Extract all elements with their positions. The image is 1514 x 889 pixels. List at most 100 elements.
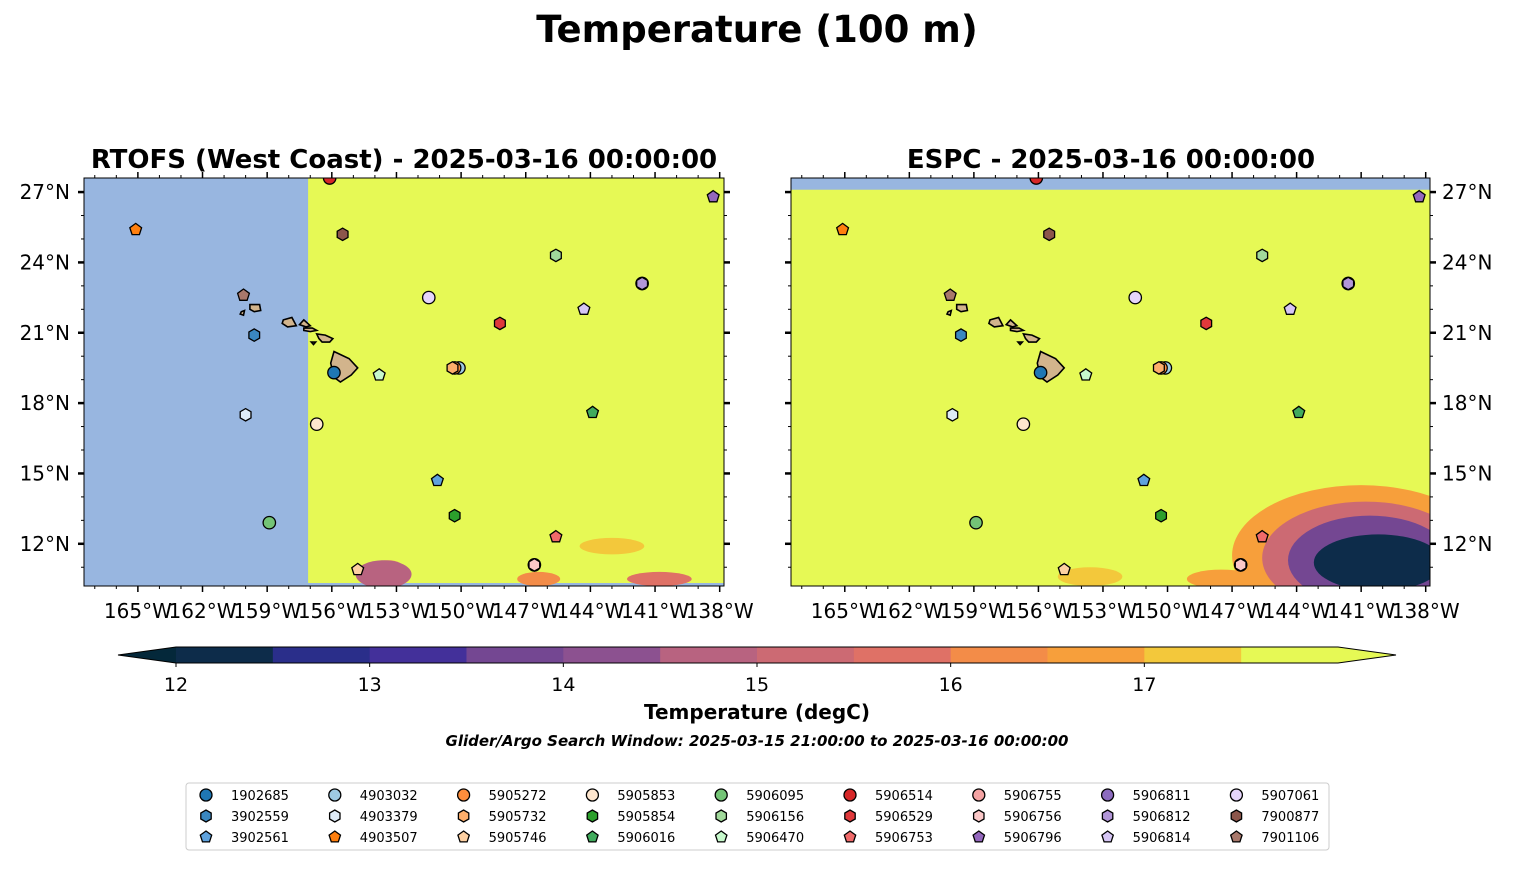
legend-label: 3902559 bbox=[231, 810, 289, 825]
cold-anomaly bbox=[627, 571, 692, 586]
x-tick-label: 150°W bbox=[427, 599, 495, 623]
island bbox=[1016, 341, 1025, 346]
float-marker bbox=[1155, 508, 1168, 523]
legend-marker bbox=[972, 788, 986, 802]
legend-label: 5905854 bbox=[617, 810, 675, 825]
y-tick-label: 12°N bbox=[20, 532, 70, 556]
legend-item: 5906812 bbox=[1101, 809, 1191, 825]
float-marker bbox=[430, 473, 445, 487]
x-tick-label: 138°W bbox=[686, 599, 754, 623]
float-marker bbox=[1412, 189, 1426, 203]
float-marker bbox=[1256, 248, 1269, 263]
temperature-field bbox=[308, 178, 724, 583]
colorbar-tick-label: 16 bbox=[939, 674, 963, 696]
colorbar-segment bbox=[757, 647, 855, 663]
float-marker bbox=[493, 316, 506, 331]
float-marker bbox=[528, 557, 541, 572]
colorbar-tick-label: 15 bbox=[745, 674, 769, 696]
legend-label: 4903032 bbox=[360, 789, 418, 804]
float-marker bbox=[835, 222, 850, 236]
island bbox=[281, 316, 298, 328]
cold-anomaly bbox=[579, 537, 645, 555]
float-marker bbox=[943, 288, 957, 301]
map-frame bbox=[790, 177, 1431, 587]
legend-label: 5907061 bbox=[1261, 789, 1319, 804]
legend-marker bbox=[585, 788, 600, 802]
legend-item: 4903032 bbox=[328, 788, 418, 804]
legend-label: 5906756 bbox=[1004, 810, 1062, 825]
legend-item: 3902559 bbox=[200, 809, 289, 825]
x-tick-label: 141°W bbox=[621, 599, 689, 623]
x-tick-label: 147°W bbox=[1198, 599, 1266, 623]
float-marker bbox=[262, 515, 277, 530]
legend-marker bbox=[714, 788, 728, 802]
legend-item: 5907061 bbox=[1229, 788, 1319, 804]
legend-marker bbox=[844, 809, 856, 823]
float-marker bbox=[1043, 227, 1056, 242]
float-marker bbox=[585, 405, 600, 419]
legend-item: 5905853 bbox=[585, 788, 675, 804]
island bbox=[955, 303, 969, 313]
x-tick-label: 138°W bbox=[1392, 599, 1460, 623]
colorbar-min-extend bbox=[118, 647, 176, 663]
island bbox=[239, 309, 246, 317]
y-tick-label: 24°N bbox=[1442, 250, 1492, 274]
legend-item: 5905272 bbox=[456, 788, 547, 804]
float-marker bbox=[1283, 302, 1297, 315]
legend-marker bbox=[972, 809, 985, 823]
colorbar-tick-label: 17 bbox=[1132, 674, 1156, 696]
search-window-text: Glider/Argo Search Window: 2025-03-15 21… bbox=[446, 732, 1069, 750]
legend-frame bbox=[185, 782, 1330, 851]
x-tick-label: 162°W bbox=[875, 599, 943, 623]
y-tick-label: 21°N bbox=[1442, 321, 1492, 345]
cold-anomaly bbox=[355, 560, 412, 586]
legend-marker bbox=[1230, 809, 1243, 823]
legend-marker bbox=[972, 830, 986, 843]
legend-item: 7900877 bbox=[1230, 809, 1319, 825]
legend-item: 5906753 bbox=[843, 830, 933, 846]
float-marker bbox=[1234, 557, 1247, 572]
legend-label: 5906811 bbox=[1133, 789, 1191, 804]
legend-label: 1902685 bbox=[231, 789, 289, 804]
float-marker bbox=[954, 328, 967, 343]
x-tick-label: 150°W bbox=[1134, 599, 1202, 623]
legend-label: 5906529 bbox=[875, 810, 933, 825]
legend-label: 5905272 bbox=[489, 789, 547, 804]
legend-marker bbox=[199, 830, 213, 843]
legend-marker bbox=[200, 809, 212, 823]
y-tick-label: 18°N bbox=[1442, 391, 1492, 415]
float-marker bbox=[239, 407, 252, 422]
colorbar-segment bbox=[466, 647, 564, 663]
legend-marker bbox=[1101, 809, 1114, 823]
x-tick-label: 141°W bbox=[1327, 599, 1395, 623]
x-tick-label: 144°W bbox=[1263, 599, 1331, 623]
legend-item: 5906470 bbox=[714, 830, 804, 846]
island bbox=[298, 318, 312, 328]
map-area bbox=[791, 178, 1430, 586]
colorbar-segment bbox=[563, 647, 661, 663]
float-marker bbox=[372, 368, 386, 381]
colorbar-segment bbox=[272, 647, 371, 663]
float-marker bbox=[248, 328, 261, 343]
legend-label: 5906755 bbox=[1004, 789, 1062, 804]
legend-marker bbox=[328, 830, 342, 843]
cold-anomaly bbox=[1057, 567, 1123, 586]
legend-label: 7901106 bbox=[1261, 831, 1319, 846]
y-tick-label: 21°N bbox=[20, 321, 70, 345]
float-marker bbox=[1255, 529, 1269, 543]
x-tick-label: 165°W bbox=[104, 599, 172, 623]
panel-rtofs: RTOFS (West Coast) - 2025-03-16 00:00:00… bbox=[20, 145, 754, 623]
legend-label: 7900877 bbox=[1261, 810, 1319, 825]
colorbar-segment bbox=[660, 647, 758, 663]
island bbox=[1004, 318, 1019, 328]
y-tick-label: 18°N bbox=[20, 391, 70, 415]
legend-marker bbox=[457, 809, 470, 823]
legend-marker bbox=[1101, 830, 1115, 843]
float-marker bbox=[236, 288, 251, 301]
y-tick-label: 15°N bbox=[20, 461, 70, 485]
float-marker bbox=[969, 515, 983, 530]
legend-item: 5906514 bbox=[843, 788, 933, 804]
colorbar-segment bbox=[950, 647, 1048, 663]
float-marker bbox=[1137, 473, 1151, 487]
